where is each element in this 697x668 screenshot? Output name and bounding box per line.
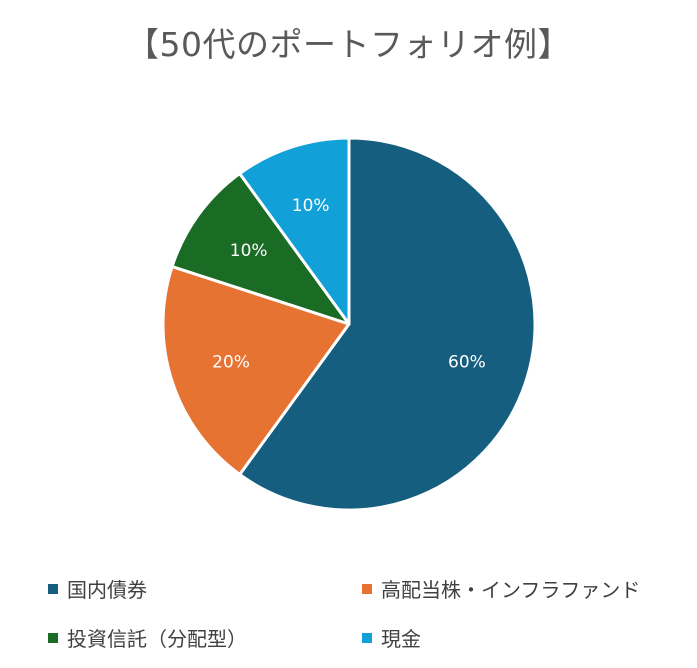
legend-swatch [48,583,58,594]
legend-swatch [48,632,58,643]
data-label: 20% [212,352,250,372]
chart-title: 【50代のポートフォリオ例】 [126,25,571,64]
legend-item-investment-trust: 投資信託（分配型） [48,623,247,652]
slice-high-dividend [161,265,351,476]
data-label: 60% [448,352,486,372]
slice-investment-trust [170,172,351,326]
legend-item-cash: 現金 [362,623,421,652]
legend-swatch [362,632,372,643]
legend-item-high-dividend: 高配当株・インフラファンド [362,574,640,603]
legend-label: 現金 [381,627,421,651]
pie-data-labels: 60% 20% 10% 10% [212,196,486,372]
legend-item-domestic-bonds: 国内債券 [48,574,147,603]
slice-domestic-bonds [238,136,537,512]
slice-cash [238,136,351,326]
legend-label: 国内債券 [67,578,147,602]
legend-swatch [362,583,372,594]
data-label: 10% [230,241,268,261]
data-label: 10% [292,196,330,216]
legend-label: 高配当株・インフラファンド [381,578,641,602]
pie-slices [161,136,537,512]
legend-label: 投資信託（分配型） [67,627,247,651]
